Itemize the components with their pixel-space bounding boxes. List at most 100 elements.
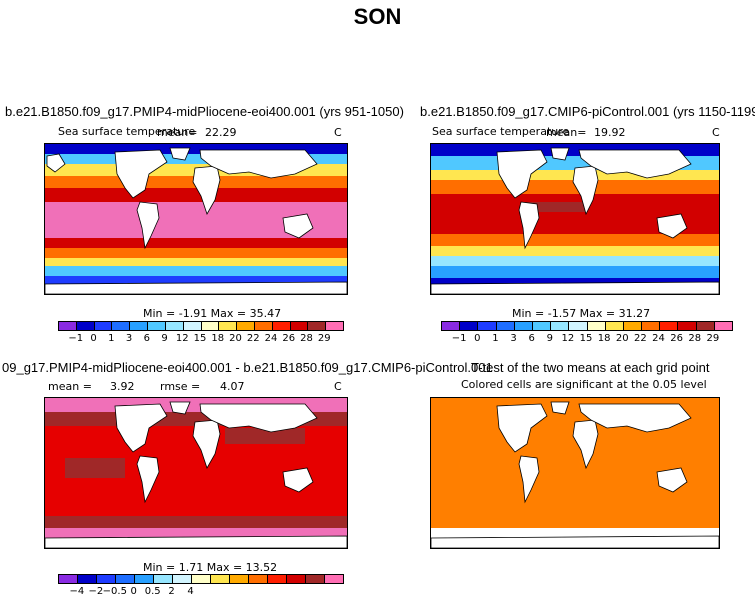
colorbar-swatch [219, 322, 238, 330]
sst-band [45, 248, 347, 258]
colorbar-swatch [230, 575, 249, 583]
colorbar-swatch [59, 575, 78, 583]
panel3-colorbar [58, 574, 344, 584]
colorbar-tick-label: 22 [246, 333, 260, 344]
colorbar-tick-label: 26 [670, 333, 683, 344]
colorbar-swatch [551, 322, 570, 330]
colorbar-tick-label: 22 [634, 333, 647, 344]
panel4-title: T-test of the two means at each grid poi… [471, 360, 710, 375]
colorbar-swatch [59, 322, 77, 330]
colorbar-tick-label: 20 [615, 333, 629, 344]
colorbar-swatch [290, 322, 309, 330]
panel2-variable-label: Sea surface temperature [432, 125, 570, 138]
panel1-map [44, 143, 348, 295]
colorbar-tick-label: 0.5 [144, 586, 161, 597]
colorbar-tick-label: 29 [317, 333, 331, 344]
colorbar-swatch [569, 322, 588, 330]
panel3-map-svg [45, 398, 347, 548]
north-america [114, 403, 168, 453]
colorbar-tick-label: 0 [130, 586, 137, 597]
colorbar-tick-label: 2 [168, 586, 175, 597]
antarctica [431, 281, 719, 294]
colorbar-tick-label: 28 [300, 333, 313, 344]
colorbar-swatch [249, 575, 268, 583]
colorbar-tick-label: 3 [125, 333, 133, 344]
alaska-east [46, 153, 66, 173]
colorbar-swatch [97, 575, 116, 583]
panel3-rmse-label: rmse = [160, 380, 201, 393]
colorbar-swatch [148, 322, 166, 330]
continents [45, 147, 347, 294]
australia [282, 213, 314, 239]
colorbar-tick-label: 24 [652, 333, 665, 344]
colorbar-tick-label: 3 [510, 333, 517, 344]
panel2-min-max: Min = -1.57 Max = 31.27 [512, 307, 651, 320]
colorbar-tick-label: 6 [143, 333, 150, 344]
colorbar-swatch [660, 322, 679, 330]
panel3-title: 09_g17.PMIP4-midPliocene-eoi400.001 - b.… [2, 360, 493, 375]
australia [656, 467, 688, 493]
colorbar-swatch [76, 322, 95, 330]
colorbar-swatch [442, 322, 461, 330]
continents [45, 401, 347, 548]
colorbar-swatch [94, 322, 113, 330]
colorbar-tick-label: −1 [68, 333, 84, 344]
continents [431, 401, 719, 548]
colorbar-swatch [623, 322, 643, 330]
colorbar-tick-label: 4 [187, 586, 194, 597]
colorbar-swatch [532, 322, 552, 330]
colorbar-swatch [165, 322, 184, 330]
panel1-title: b.e21.B1850.f09_g17.PMIP4-midPliocene-eo… [5, 104, 404, 119]
panel3-min-max: Min = 1.71 Max = 13.52 [143, 561, 278, 574]
antarctica [45, 281, 347, 294]
antarctica [431, 535, 719, 548]
greenland [550, 401, 570, 415]
colorbar-tick-label: 0 [90, 333, 97, 344]
colorbar-tick-label: −2 [88, 586, 104, 597]
sst-band [431, 180, 719, 194]
sst-band [431, 234, 719, 246]
colorbar-swatch [272, 322, 291, 330]
panel1-colorbar-ticks: −1 0 1 3 6 9 12 15 18 20 22 24 26 28 29 [58, 333, 342, 345]
colorbar-swatch [287, 575, 306, 583]
panel3-map [44, 397, 348, 549]
colorbar-tick-label: −0.5 [102, 586, 127, 597]
colorbar-swatch [696, 322, 715, 330]
colorbar-swatch [325, 575, 343, 583]
colorbar-swatch [154, 575, 173, 583]
colorbar-swatch [268, 575, 287, 583]
colorbar-swatch [78, 575, 97, 583]
sst-band [45, 266, 347, 276]
colorbar-swatch [183, 322, 202, 330]
colorbar-swatch [116, 575, 135, 583]
panel1-variable-label: Sea surface temperature [58, 125, 196, 138]
panel1-mean-value: 22.29 [205, 126, 237, 139]
south-america [518, 201, 540, 250]
north-america [496, 403, 548, 453]
eurasia [578, 403, 692, 433]
colorbar-swatch [642, 322, 661, 330]
eurasia [199, 403, 318, 433]
south-america [518, 455, 540, 504]
panel1-units: C [334, 126, 342, 139]
colorbar-swatch [201, 322, 220, 330]
panel3-units: C [334, 380, 342, 393]
panel2-units: C [712, 126, 720, 139]
colorbar-swatch [587, 322, 606, 330]
colorbar-swatch [605, 322, 624, 330]
sst-band [45, 188, 347, 202]
colorbar-tick-label: 18 [211, 333, 225, 344]
australia [282, 467, 314, 493]
colorbar-swatch [112, 322, 131, 330]
sst-band [45, 154, 347, 164]
colorbar-swatch [308, 322, 327, 330]
sst-band [431, 266, 719, 278]
figure-title: SON [353, 4, 402, 29]
sst-band [45, 238, 347, 248]
colorbar-tick-label: 9 [161, 333, 168, 344]
warm-pool [525, 202, 585, 212]
eurasia [578, 149, 692, 179]
australia [656, 213, 688, 239]
panel2-colorbar-ticks: −1 0 1 3 6 9 12 15 18 20 22 24 26 28 29 [441, 333, 731, 345]
colorbar-tick-label: 6 [528, 333, 535, 344]
